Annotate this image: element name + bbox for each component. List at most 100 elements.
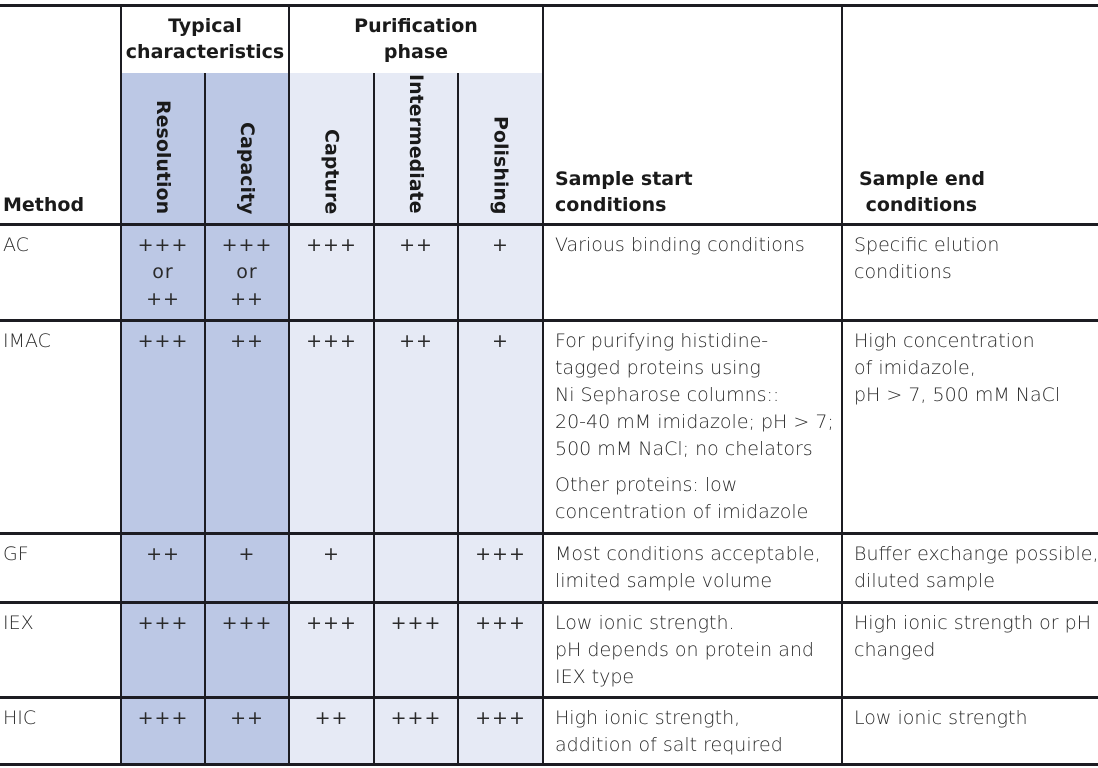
rating-value: +++ bbox=[221, 612, 273, 634]
capacity-header: Capacity bbox=[205, 73, 289, 224]
intermediate-header-label: Intermediate bbox=[405, 74, 427, 214]
rating-value: +++ bbox=[306, 330, 357, 352]
column-rule bbox=[120, 5, 122, 765]
rating-value: +++ bbox=[390, 707, 442, 729]
method-cell: AC bbox=[3, 234, 29, 256]
resolution-cell: ++ bbox=[121, 533, 205, 602]
sample-start-header-line: conditions bbox=[555, 194, 667, 216]
intermediate-header: Intermediate bbox=[374, 73, 458, 224]
method-cell: IMAC bbox=[3, 330, 51, 352]
condition-text: Buffer exchange possible, diluted sample bbox=[854, 543, 1098, 592]
method-cell: HIC bbox=[3, 707, 37, 729]
header-line: Typical bbox=[168, 15, 242, 37]
column-rule bbox=[204, 73, 206, 765]
bottom-rule bbox=[0, 763, 1098, 766]
typical-characteristics-header: Typical characteristics bbox=[121, 5, 289, 73]
intermediate-cell bbox=[374, 533, 458, 602]
intermediate-cell: +++ bbox=[374, 697, 458, 764]
rating-value: ++ bbox=[230, 330, 264, 352]
purification-methods-table: Typical characteristics Purification pha… bbox=[0, 4, 1098, 766]
rating-value: +++ bbox=[390, 612, 442, 634]
polishing-header: Polishing bbox=[458, 73, 543, 224]
method-header: Method bbox=[3, 5, 121, 224]
condition-text: Specific elution conditions bbox=[854, 234, 1000, 283]
rating-value: ++ bbox=[230, 707, 264, 729]
capture-column-fill bbox=[289, 224, 374, 765]
capture-cell: +++ bbox=[289, 224, 374, 320]
sample-start-header-line: Sample start bbox=[555, 168, 693, 190]
sample-end-cell: High concentration of imidazole, pH > 7,… bbox=[842, 320, 1098, 533]
capacity-header-label: Capacity bbox=[236, 121, 258, 214]
sample-end-header-line: Sample end bbox=[859, 168, 985, 190]
capacity-cell: +++ or ++ bbox=[205, 224, 289, 320]
purification-phase-header: Purification phase bbox=[289, 5, 543, 73]
rating-value: or bbox=[152, 261, 174, 283]
sample-end-header-line: conditions bbox=[859, 194, 978, 216]
method-cell: IEX bbox=[3, 612, 34, 634]
intermediate-cell: ++ bbox=[374, 320, 458, 533]
top-rule bbox=[0, 4, 1098, 7]
row-rule bbox=[0, 601, 1098, 604]
capture-cell: +++ bbox=[289, 602, 374, 697]
intermediate-cell: +++ bbox=[374, 602, 458, 697]
rating-value: + bbox=[323, 543, 340, 565]
column-rule bbox=[841, 5, 843, 765]
condition-text: High ionic strength or pH changed bbox=[854, 612, 1091, 661]
sample-end-cell: High ionic strength or pH changed bbox=[842, 602, 1098, 697]
sample-start-cell: For purifying histidine- tagged proteins… bbox=[543, 320, 842, 533]
polishing-cell: +++ bbox=[458, 602, 543, 697]
column-rule bbox=[288, 5, 290, 765]
capture-cell: +++ bbox=[289, 320, 374, 533]
resolution-column-fill bbox=[121, 224, 205, 765]
capacity-cell: + bbox=[205, 533, 289, 602]
resolution-header-label: Resolution bbox=[152, 99, 174, 214]
sample-end-header: Sample end conditions bbox=[859, 5, 1098, 224]
sample-start-cell: High ionic strength, addition of salt re… bbox=[543, 697, 842, 764]
capture-header-cell bbox=[289, 73, 374, 224]
intermediate-header-cell bbox=[374, 73, 458, 224]
sample-end-cell: Buffer exchange possible, diluted sample bbox=[842, 533, 1098, 602]
sample-start-cell: Various binding conditions bbox=[543, 224, 842, 320]
rating-value: +++ bbox=[137, 234, 189, 256]
capacity-cell: ++ bbox=[205, 697, 289, 764]
resolution-cell: +++ bbox=[121, 697, 205, 764]
sample-start-cell: Most conditions acceptable, limited samp… bbox=[543, 533, 842, 602]
polishing-column-fill bbox=[458, 224, 543, 765]
rating-value: + bbox=[492, 234, 509, 256]
polishing-header-label: Polishing bbox=[489, 115, 512, 214]
polishing-cell: +++ bbox=[458, 697, 543, 764]
resolution-header: Resolution bbox=[121, 73, 205, 224]
row-rule bbox=[0, 696, 1098, 699]
row-rule bbox=[0, 319, 1098, 322]
header-line: characteristics bbox=[125, 41, 285, 63]
rating-value: ++ bbox=[399, 234, 433, 256]
row-rule bbox=[0, 532, 1098, 535]
header-line: phase bbox=[383, 41, 449, 63]
rating-value: +++ bbox=[221, 234, 273, 256]
sample-end-cell: Low ionic strength bbox=[842, 697, 1098, 764]
rating-value: ++ bbox=[399, 330, 433, 352]
capture-header-label: Capture bbox=[320, 128, 343, 214]
condition-text: Various binding conditions bbox=[555, 234, 805, 256]
resolution-cell: +++ or ++ bbox=[121, 224, 205, 320]
rating-value: ++ bbox=[230, 288, 264, 310]
polishing-cell: +++ bbox=[458, 533, 543, 602]
resolution-header-cell bbox=[121, 73, 205, 224]
resolution-cell: +++ bbox=[121, 602, 205, 697]
rating-value: +++ bbox=[475, 543, 526, 565]
sample-end-cell: Specific elution conditions bbox=[842, 224, 1098, 320]
sample-start-cell: Low ionic strength. pH depends on protei… bbox=[543, 602, 842, 697]
rating-value: +++ bbox=[475, 707, 526, 729]
rating-value: + bbox=[238, 543, 256, 565]
intermediate-column-fill bbox=[374, 224, 458, 765]
polishing-cell: + bbox=[458, 320, 543, 533]
rating-value: +++ bbox=[306, 234, 357, 256]
rating-value: ++ bbox=[146, 288, 180, 310]
rating-value: +++ bbox=[475, 612, 526, 634]
rating-value: +++ bbox=[137, 707, 189, 729]
rating-value: +++ bbox=[306, 612, 357, 634]
capture-header: Capture bbox=[289, 73, 374, 224]
condition-text: Low ionic strength. pH depends on protei… bbox=[555, 612, 814, 688]
rating-value: + bbox=[492, 330, 509, 352]
polishing-cell: + bbox=[458, 224, 543, 320]
